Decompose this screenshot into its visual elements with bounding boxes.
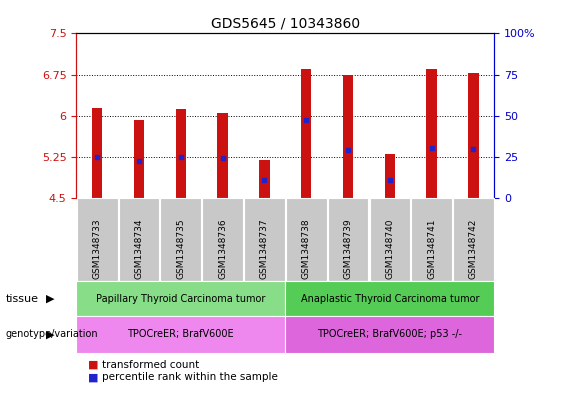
Text: transformed count: transformed count — [102, 360, 199, 370]
Bar — [301, 69, 311, 198]
Text: GSM1348739: GSM1348739 — [344, 219, 353, 279]
Text: TPOCreER; BrafV600E: TPOCreER; BrafV600E — [128, 329, 234, 340]
Text: genotype/variation: genotype/variation — [6, 329, 98, 340]
Text: ▶: ▶ — [46, 294, 55, 304]
Text: TPOCreER; BrafV600E; p53 -/-: TPOCreER; BrafV600E; p53 -/- — [318, 329, 462, 340]
Text: tissue: tissue — [6, 294, 38, 304]
Text: GSM1348733: GSM1348733 — [93, 219, 102, 279]
Text: ▶: ▶ — [46, 329, 55, 340]
Text: GSM1348737: GSM1348737 — [260, 219, 269, 279]
Text: GSM1348742: GSM1348742 — [469, 219, 478, 279]
Text: ■: ■ — [88, 372, 98, 382]
Bar — [259, 160, 270, 198]
Text: Papillary Thyroid Carcinoma tumor: Papillary Thyroid Carcinoma tumor — [96, 294, 266, 304]
Bar — [134, 120, 144, 198]
Text: GSM1348736: GSM1348736 — [218, 219, 227, 279]
Bar — [385, 154, 395, 198]
Title: GDS5645 / 10343860: GDS5645 / 10343860 — [211, 17, 360, 31]
Text: GSM1348738: GSM1348738 — [302, 219, 311, 279]
Text: GSM1348740: GSM1348740 — [385, 219, 394, 279]
Text: GSM1348734: GSM1348734 — [134, 219, 144, 279]
Text: GSM1348735: GSM1348735 — [176, 219, 185, 279]
Text: percentile rank within the sample: percentile rank within the sample — [102, 372, 277, 382]
Text: Anaplastic Thyroid Carcinoma tumor: Anaplastic Thyroid Carcinoma tumor — [301, 294, 479, 304]
Bar — [176, 109, 186, 198]
Bar — [92, 108, 102, 198]
Text: GSM1348741: GSM1348741 — [427, 219, 436, 279]
Text: ■: ■ — [88, 360, 98, 370]
Bar — [343, 75, 353, 198]
Bar — [218, 113, 228, 198]
Bar — [427, 69, 437, 198]
Bar — [468, 73, 479, 198]
